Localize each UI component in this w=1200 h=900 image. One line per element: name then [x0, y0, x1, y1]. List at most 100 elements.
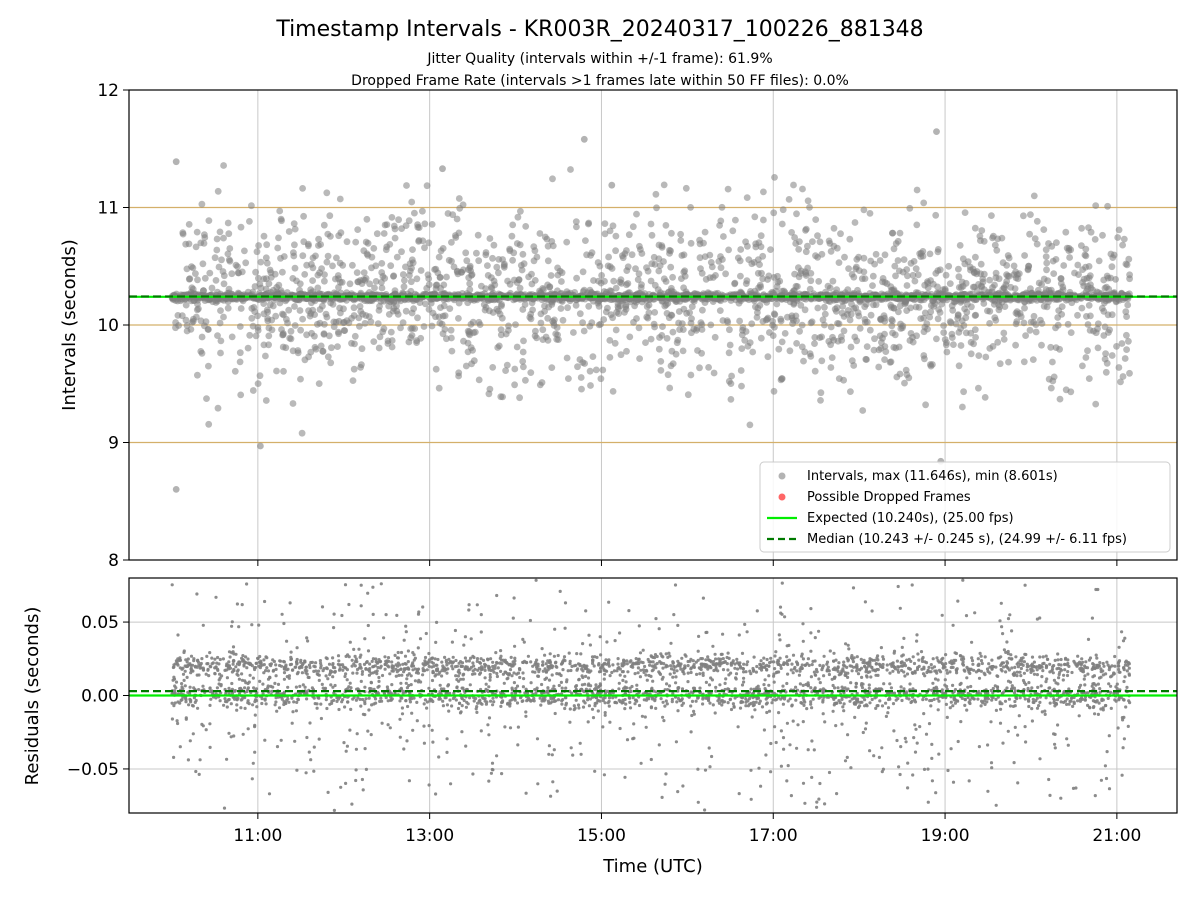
- interval-point: [698, 321, 706, 328]
- residual-point: [706, 655, 710, 659]
- interval-point: [996, 303, 1003, 311]
- interval-point: [855, 312, 863, 320]
- residual-point: [643, 664, 647, 669]
- interval-point: [845, 265, 852, 272]
- interval-point: [774, 278, 782, 286]
- interval-point: [601, 277, 608, 285]
- residual-point: [1008, 613, 1012, 617]
- chart-subtitle-dropped: Dropped Frame Rate (intervals >1 frames …: [351, 73, 849, 89]
- interval-point: [200, 287, 207, 294]
- interval-point: [846, 316, 854, 324]
- interval-point: [506, 245, 513, 253]
- residual-point: [379, 582, 383, 586]
- interval-point: [717, 217, 725, 225]
- residual-point: [300, 671, 304, 675]
- residual-point: [1024, 740, 1028, 744]
- interval-point: [391, 234, 399, 242]
- interval-point: [327, 233, 334, 240]
- interval-point: [743, 194, 751, 202]
- interval-point: [263, 259, 271, 267]
- legend-intervals-label: Intervals, max (11.646s), min (8.601s): [807, 469, 1058, 484]
- interval-point: [940, 329, 948, 336]
- residual-point: [513, 644, 517, 648]
- interval-point: [647, 335, 655, 343]
- interval-point: [335, 330, 342, 338]
- residual-point: [602, 677, 606, 681]
- residual-point: [908, 682, 912, 686]
- interval-point: [1109, 254, 1117, 261]
- interval-point: [833, 244, 841, 252]
- interval-point: [528, 270, 535, 278]
- interval-point: [328, 344, 335, 352]
- residual-point: [235, 669, 240, 673]
- interval-point: [512, 321, 519, 328]
- interval-point: [220, 234, 227, 242]
- interval-point: [193, 306, 201, 314]
- interval-point: [296, 280, 304, 288]
- interval-point: [536, 230, 544, 237]
- residual-point: [718, 683, 722, 687]
- residual-point: [767, 674, 771, 678]
- interval-point: [216, 228, 224, 236]
- interval-point: [393, 302, 400, 310]
- interval-point: [1126, 275, 1133, 283]
- interval-point: [348, 314, 355, 322]
- residual-point: [812, 670, 817, 674]
- interval-point: [375, 344, 383, 352]
- interval-point: [806, 350, 814, 358]
- interval-point: [907, 330, 915, 337]
- interval-point: [448, 347, 456, 355]
- interval-point: [1027, 318, 1035, 326]
- interval-point: [609, 388, 617, 395]
- interval-point: [676, 297, 684, 305]
- interval-point: [448, 239, 455, 246]
- interval-point: [705, 364, 712, 371]
- interval-point: [503, 361, 511, 369]
- residual-point: [514, 687, 518, 691]
- residual-point: [812, 748, 816, 752]
- interval-point: [1057, 275, 1065, 282]
- interval-point: [225, 230, 233, 238]
- residual-point: [850, 669, 854, 673]
- interval-point: [544, 337, 552, 344]
- residual-point: [374, 657, 378, 661]
- interval-point: [460, 337, 467, 345]
- interval-point: [301, 271, 309, 278]
- interval-point: [759, 275, 767, 283]
- residual-point: [663, 704, 667, 708]
- residual-point: [521, 671, 525, 675]
- residual-point: [1098, 687, 1102, 691]
- interval-point: [349, 377, 357, 384]
- interval-point: [246, 331, 254, 339]
- interval-point: [1050, 270, 1058, 277]
- residual-point: [483, 668, 487, 673]
- residual-point: [1052, 697, 1056, 701]
- interval-point: [226, 257, 234, 265]
- residual-point: [332, 626, 336, 630]
- interval-point: [1108, 352, 1116, 359]
- residual-point: [965, 708, 969, 712]
- interval-point: [686, 309, 693, 316]
- interval-point: [840, 313, 848, 320]
- residual-point: [1039, 684, 1043, 688]
- interval-point: [1038, 281, 1045, 288]
- residual-point: [987, 662, 991, 666]
- interval-point: [314, 271, 322, 279]
- interval-point: [514, 213, 522, 221]
- residual-point: [669, 664, 673, 668]
- residual-point: [478, 698, 482, 702]
- residual-point: [360, 777, 364, 782]
- interval-point: [1066, 254, 1073, 261]
- interval-point: [701, 253, 709, 260]
- interval-point: [972, 253, 979, 261]
- residual-point: [915, 633, 919, 637]
- interval-point: [516, 241, 524, 249]
- interval-point: [198, 333, 206, 341]
- interval-point: [829, 277, 837, 285]
- residual-point: [721, 632, 725, 636]
- interval-point: [532, 327, 539, 335]
- residual-point: [785, 721, 790, 725]
- interval-point: [760, 188, 767, 196]
- interval-point: [490, 241, 498, 249]
